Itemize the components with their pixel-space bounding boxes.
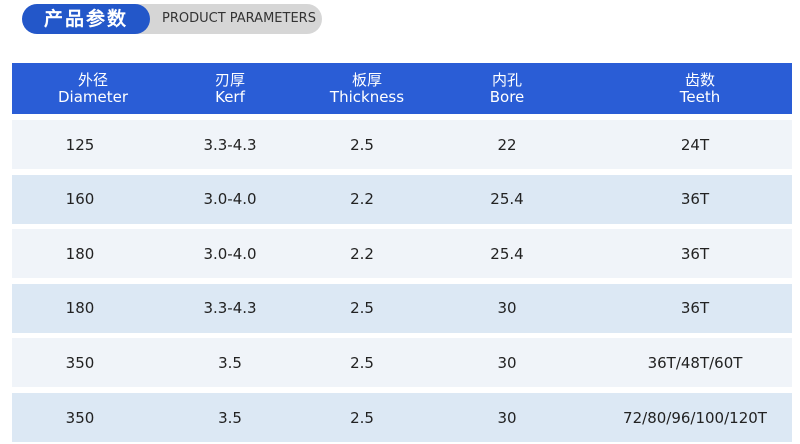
- table-cell: 36T: [680, 190, 710, 209]
- header-en: Bore: [489, 87, 525, 106]
- header-en: Kerf: [215, 87, 245, 106]
- tag-background: [122, 4, 322, 34]
- table-cell: 3.5: [218, 408, 242, 427]
- table-cell: 36T: [680, 244, 710, 263]
- header-en: Teeth: [679, 87, 721, 106]
- table-cell: 180: [65, 244, 95, 263]
- header-cn: 刃厚: [214, 70, 246, 89]
- table-cell: 72/80/96/100/120T: [623, 408, 767, 427]
- header-en: Diameter: [57, 87, 129, 106]
- table-cell: 2.2: [350, 244, 374, 263]
- table-row: 125 3.3-4.3 2.5 22 24T: [12, 120, 792, 169]
- table-row: 160 3.0-4.0 2.2 25.4 36T: [12, 174, 792, 224]
- section-title: 产品参数: [22, 4, 150, 34]
- table-cell: 3.5: [218, 353, 242, 372]
- table-cell: 22: [497, 135, 517, 154]
- header-cn: 内孔: [491, 70, 523, 89]
- table-cell: 125: [65, 135, 95, 154]
- header-cn: 板厚: [351, 70, 383, 89]
- table-cell: 350: [65, 353, 95, 372]
- table-cell: 30: [497, 408, 517, 427]
- table-cell: 3.0-4.0: [203, 244, 257, 263]
- table-cell: 350: [65, 408, 95, 427]
- header-cell: 刃厚 Kerf: [215, 63, 245, 114]
- header-cell: 齿数 Teeth: [680, 63, 720, 114]
- table-row: 180 3.3-4.3 2.5 30 36T: [12, 283, 792, 333]
- table-cell: 180: [65, 299, 95, 318]
- table-cell: 2.5: [350, 408, 374, 427]
- header-cell: 板厚 Thickness: [330, 63, 404, 114]
- header-en: Thickness: [329, 87, 405, 106]
- table-cell: 160: [65, 190, 95, 209]
- table-cell: 30: [497, 353, 517, 372]
- table-cell: 36T/48T/60T: [647, 353, 743, 372]
- table-cell: 2.2: [350, 190, 374, 209]
- header-row: 外径 Diameter 刃厚 Kerf 板厚 Thickness 内孔 Bore 齿数 Teeth: [12, 63, 792, 114]
- section-subtitle: PRODUCT PARAMETERS: [162, 11, 316, 26]
- table-row: 350 3.5 2.5 30 36T/48T/60T: [12, 338, 792, 388]
- header-cell: 内孔 Bore: [490, 63, 525, 114]
- table-row: 350 3.5 2.5 30 72/80/96/100/120T: [12, 393, 792, 442]
- table-cell: 2.5: [350, 299, 374, 318]
- table-cell: 3.3-4.3: [203, 299, 257, 318]
- header-cn: 外径: [77, 70, 108, 89]
- table-cell: 30: [497, 299, 517, 318]
- section-tag: 产品参数 PRODUCT PARAMETERS: [22, 4, 322, 34]
- table-cell: 2.5: [350, 135, 374, 154]
- table-cell: 2.5: [350, 353, 374, 372]
- table-cell: 3.3-4.3: [203, 135, 257, 154]
- header-cell: 外径 Diameter: [58, 63, 128, 114]
- header-cn: 齿数: [684, 70, 715, 89]
- table-cell: 25.4: [490, 190, 524, 209]
- table-row: 180 3.0-4.0 2.2 25.4 36T: [12, 229, 792, 279]
- table-cell: 24T: [680, 135, 710, 154]
- table-cell: 25.4: [490, 244, 524, 263]
- table-cell: 3.0-4.0: [203, 190, 257, 209]
- table-cell: 36T: [680, 299, 710, 318]
